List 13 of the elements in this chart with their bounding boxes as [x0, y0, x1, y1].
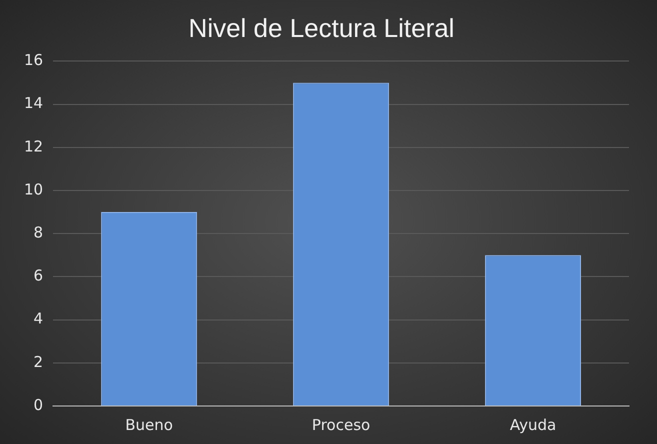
- x-tick-label: Bueno: [125, 416, 173, 434]
- chart-title: Nivel de Lectura Literal: [188, 12, 454, 43]
- y-tick-label: 14: [24, 94, 44, 112]
- y-tick-label: 4: [34, 310, 44, 328]
- y-tick-label: 2: [34, 352, 44, 371]
- y-tick-label: 6: [34, 266, 44, 285]
- y-tick-label: 8: [34, 223, 44, 242]
- y-tick-label: 16: [24, 51, 44, 70]
- y-tick-label: 12: [24, 137, 44, 156]
- y-tick-label: 0: [34, 396, 44, 414]
- x-tick-label: Proceso: [312, 416, 370, 434]
- x-tick-label: Ayuda: [510, 416, 556, 434]
- y-tick-label: 10: [24, 180, 44, 198]
